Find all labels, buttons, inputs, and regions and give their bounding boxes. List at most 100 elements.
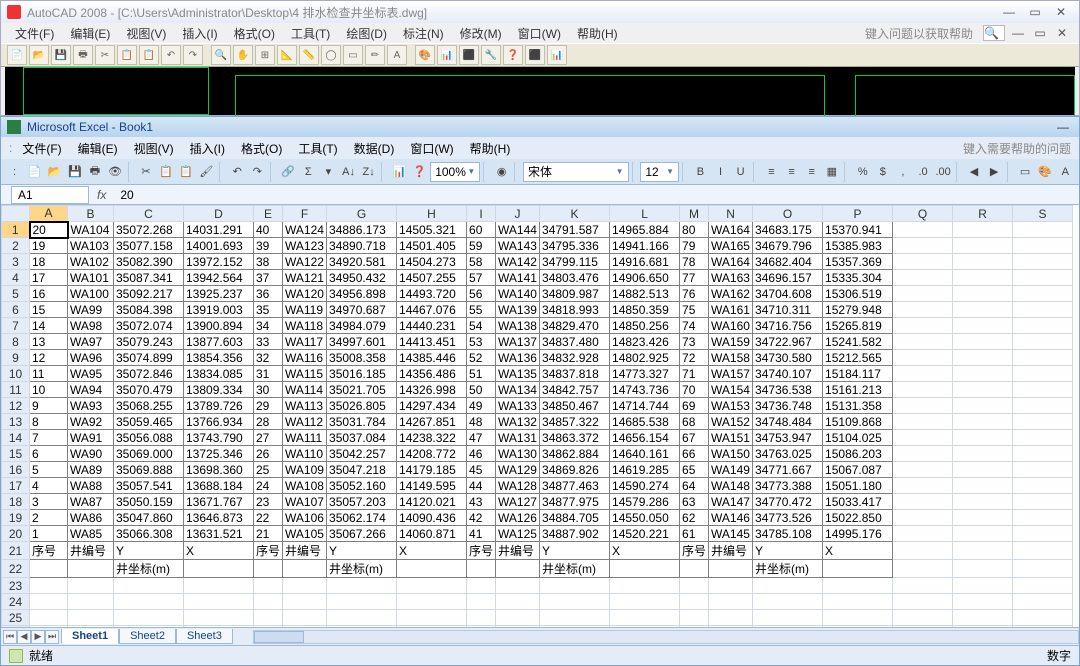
cell[interactable]: [184, 594, 254, 610]
cell[interactable]: 14850.256: [610, 318, 680, 334]
cell[interactable]: WA142: [496, 254, 540, 270]
cell[interactable]: [953, 494, 1013, 510]
column-header[interactable]: L: [610, 206, 680, 222]
cell[interactable]: [893, 398, 953, 414]
cell[interactable]: [30, 578, 68, 594]
cell[interactable]: 49: [467, 398, 496, 414]
cell[interactable]: [540, 610, 610, 626]
cell[interactable]: [893, 350, 953, 366]
cell[interactable]: 井坐标(m): [540, 560, 610, 578]
cell[interactable]: 13809.334: [184, 382, 254, 398]
cell[interactable]: 34736.748: [753, 398, 823, 414]
cell[interactable]: [1013, 626, 1073, 628]
toolbar-button[interactable]: 📋: [177, 162, 196, 182]
cell[interactable]: 65: [680, 462, 709, 478]
cell[interactable]: [254, 560, 283, 578]
cell[interactable]: 56: [467, 286, 496, 302]
cell[interactable]: Y: [753, 542, 823, 560]
cell[interactable]: [254, 594, 283, 610]
cell[interactable]: 25: [254, 462, 283, 478]
row-header[interactable]: 10: [2, 366, 30, 382]
cell[interactable]: Y: [540, 542, 610, 560]
cell[interactable]: 48: [467, 414, 496, 430]
cell[interactable]: [1013, 382, 1073, 398]
cell[interactable]: WA90: [68, 446, 114, 462]
cell[interactable]: 34842.757: [540, 382, 610, 398]
cell[interactable]: [1013, 494, 1073, 510]
row-header[interactable]: 13: [2, 414, 30, 430]
cell[interactable]: [953, 430, 1013, 446]
name-box[interactable]: A1: [11, 186, 89, 204]
cell[interactable]: WA106: [283, 510, 327, 526]
cell[interactable]: 14505.321: [397, 222, 467, 238]
cell[interactable]: [893, 510, 953, 526]
sheet-tab[interactable]: Sheet1: [61, 629, 119, 644]
cell[interactable]: 34884.705: [540, 510, 610, 526]
cell[interactable]: 14579.286: [610, 494, 680, 510]
cell[interactable]: 40: [254, 222, 283, 238]
column-header[interactable]: R: [953, 206, 1013, 222]
cell[interactable]: X: [397, 542, 467, 560]
cell[interactable]: 34679.796: [753, 238, 823, 254]
cell[interactable]: 53: [467, 334, 496, 350]
sheet-tab[interactable]: Sheet2: [119, 629, 176, 644]
column-header[interactable]: N: [709, 206, 753, 222]
cell[interactable]: 35082.390: [114, 254, 184, 270]
cell[interactable]: 13925.237: [184, 286, 254, 302]
cell[interactable]: WA85: [68, 526, 114, 542]
cell[interactable]: WA145: [709, 526, 753, 542]
cell[interactable]: WA162: [709, 286, 753, 302]
row-header[interactable]: 12: [2, 398, 30, 414]
cell[interactable]: 77: [680, 270, 709, 286]
cell[interactable]: [327, 578, 397, 594]
column-header[interactable]: A: [30, 206, 68, 222]
cell[interactable]: 1: [30, 526, 68, 542]
cell[interactable]: 14850.359: [610, 302, 680, 318]
toolbar-button[interactable]: 🔗: [279, 162, 298, 182]
cell[interactable]: [1013, 610, 1073, 626]
cell[interactable]: 14640.161: [610, 446, 680, 462]
cell[interactable]: 14995.176: [823, 526, 893, 542]
cell[interactable]: [1013, 510, 1073, 526]
cell[interactable]: 34730.580: [753, 350, 823, 366]
cell[interactable]: [893, 526, 953, 542]
cell[interactable]: 井编号: [68, 542, 114, 560]
autocad-canvas[interactable]: [5, 67, 1075, 115]
cell[interactable]: 51: [467, 366, 496, 382]
cell[interactable]: [823, 560, 893, 578]
menu-item[interactable]: 文件(F): [9, 24, 60, 43]
toolbar-button[interactable]: ⬛: [525, 45, 545, 65]
row-header[interactable]: 23: [2, 578, 30, 594]
cell[interactable]: 13877.603: [184, 334, 254, 350]
menu-item[interactable]: 文件(F): [16, 139, 67, 158]
cell[interactable]: 15279.948: [823, 302, 893, 318]
cell[interactable]: [184, 610, 254, 626]
cell[interactable]: WA118: [283, 318, 327, 334]
cell[interactable]: 井编号: [283, 542, 327, 560]
cell[interactable]: [610, 560, 680, 578]
cell[interactable]: 34736.538: [753, 382, 823, 398]
cell[interactable]: 57: [467, 270, 496, 286]
column-header[interactable]: K: [540, 206, 610, 222]
toolbar-button[interactable]: 📏: [299, 45, 319, 65]
cell[interactable]: [114, 610, 184, 626]
cell[interactable]: 14743.736: [610, 382, 680, 398]
cell[interactable]: WA88: [68, 478, 114, 494]
cell[interactable]: WA112: [283, 414, 327, 430]
cell[interactable]: WA159: [709, 334, 753, 350]
cell[interactable]: 14326.998: [397, 382, 467, 398]
cell[interactable]: [893, 222, 953, 238]
cell[interactable]: [680, 610, 709, 626]
cell[interactable]: [680, 560, 709, 578]
cell[interactable]: WA165: [709, 238, 753, 254]
cell[interactable]: 15033.417: [823, 494, 893, 510]
cell[interactable]: [1013, 478, 1073, 494]
cell[interactable]: 29: [254, 398, 283, 414]
cell[interactable]: WA153: [709, 398, 753, 414]
cell[interactable]: WA116: [283, 350, 327, 366]
cell[interactable]: 14714.744: [610, 398, 680, 414]
cell[interactable]: [397, 610, 467, 626]
cell[interactable]: 37: [254, 270, 283, 286]
cell[interactable]: WA107: [283, 494, 327, 510]
cell[interactable]: 23: [254, 494, 283, 510]
